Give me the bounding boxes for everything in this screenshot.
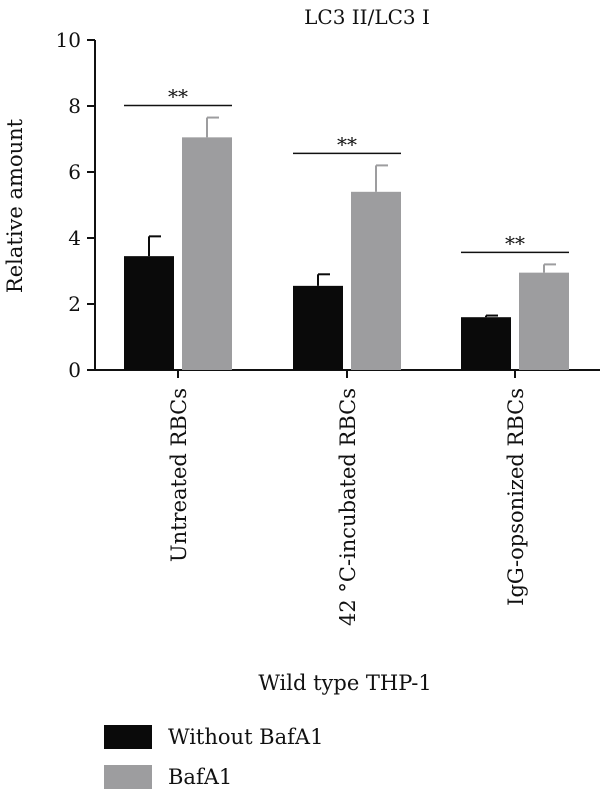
legend-label-bafa1: BafA1: [168, 765, 233, 789]
legend-swatch-without-bafa1: [104, 725, 152, 749]
chart-title: LC3 II/LC3 I: [304, 5, 430, 29]
significance-label: **: [337, 132, 357, 156]
y-tick-label: 2: [68, 292, 81, 316]
x-tick-label: IgG-opsonized RBCs: [504, 388, 528, 606]
y-tick-label: 4: [68, 226, 81, 250]
significance-label: **: [505, 231, 525, 255]
bar-without-bafa1: [124, 256, 174, 370]
legend-swatch-bafa1: [104, 765, 152, 789]
significance-label: **: [168, 85, 188, 109]
axes: 0 2 4 6 8 10 Untreated RBCs 42 °C-incubated RBC…: [56, 28, 600, 626]
legend: Without BafA1 BafA1: [104, 725, 323, 805]
legend-item-bafa1: BafA1: [104, 765, 323, 789]
y-tick-label: 6: [68, 160, 81, 184]
legend-label-without-bafa1: Without BafA1: [168, 725, 324, 749]
y-tick-label: 0: [68, 358, 81, 382]
bar-bafa1: [351, 191, 401, 370]
y-axis-title: Relative amount: [3, 118, 27, 293]
x-tick-label: Untreated RBCs: [167, 388, 191, 562]
x-axis-title: Wild type THP-1: [258, 671, 431, 695]
bar-bafa1: [182, 137, 232, 370]
legend-item-without-bafa1: Without BafA1: [104, 725, 323, 749]
chart-marks: ** ** **: [124, 85, 569, 370]
x-tick-label: 42 °C-incubated RBCs: [336, 388, 360, 626]
bar-bafa1: [519, 272, 569, 370]
bar-without-bafa1: [293, 285, 343, 370]
y-tick-label: 8: [68, 94, 81, 118]
y-tick-label: 10: [56, 28, 81, 52]
chart: LC3 II/LC3 I 0 2 4 6 8 10 Untreated RBCs 42 °C-…: [3, 5, 600, 695]
bar-without-bafa1: [461, 317, 511, 370]
